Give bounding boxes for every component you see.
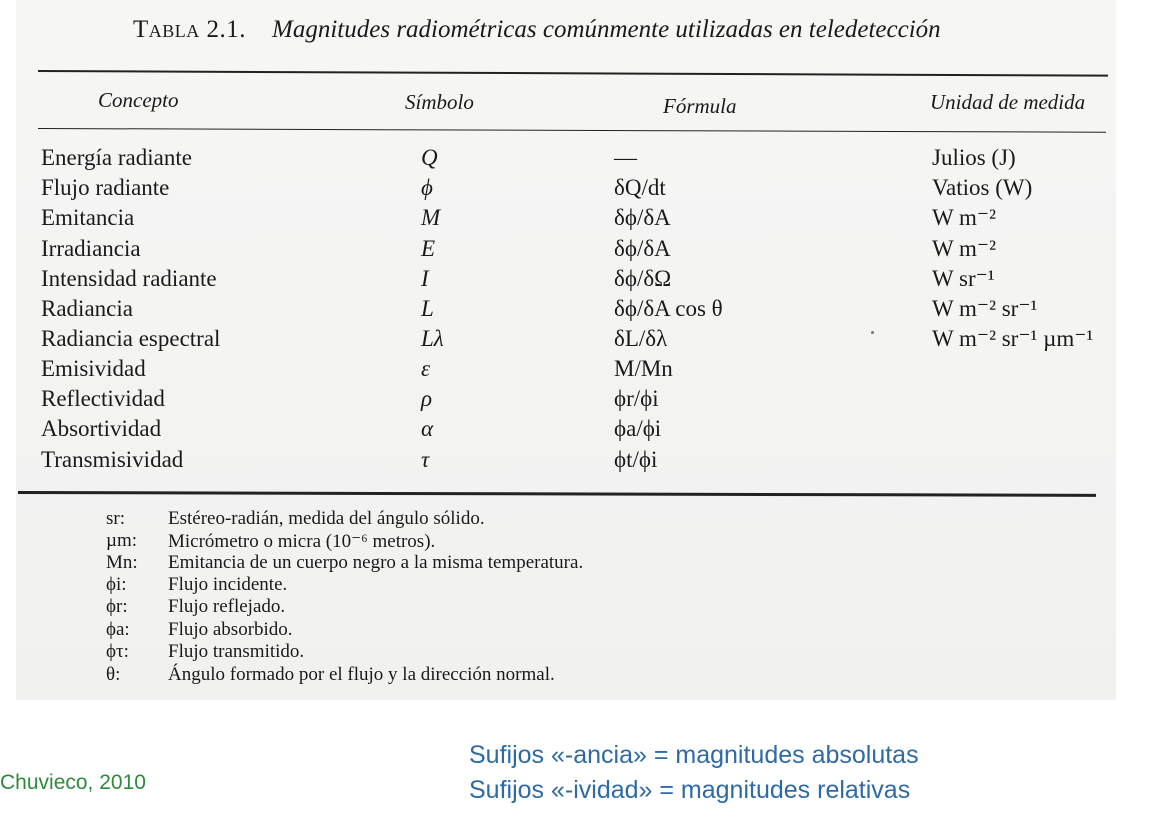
footnote-text: Flujo transmitido. <box>168 641 305 662</box>
cell-formula: M/Mn <box>614 356 673 381</box>
cell-symbol: E <box>421 236 436 261</box>
footnote: µm: Micrómetro o micra (10⁻⁶ metros). <box>0 530 1152 552</box>
footnote-symbol: ϕr: <box>106 596 128 617</box>
footnote-symbol: sr: <box>106 508 125 529</box>
cell-concept: Emitancia <box>41 205 135 230</box>
footnote-text: Micrómetro o micra (10⁻⁶ metros). <box>168 531 436 552</box>
cell-concept: Absortividad <box>41 416 162 441</box>
cell-formula: ϕt/ϕi <box>614 447 658 472</box>
table-row: Reflectividad ρ ϕr/ϕi <box>0 386 1152 416</box>
cell-concept: Irradiancia <box>41 236 141 261</box>
suffix-note-relative: Sufijos «-ividad» = magnitudes relativas <box>469 776 911 804</box>
cell-unit: W m⁻² <box>932 205 996 230</box>
header-unit: Unidad de medida <box>930 90 1086 114</box>
footnote-symbol: ϕi: <box>106 574 127 595</box>
footnote-symbol: θ: <box>106 664 121 685</box>
cell-symbol: Lλ <box>421 326 444 351</box>
cell-symbol: L <box>421 296 434 321</box>
cell-formula: — <box>614 145 637 170</box>
footnote: θ: Ángulo formado por el flujo y la direc… <box>0 664 1152 686</box>
cell-formula: δL/δλ <box>614 326 668 351</box>
footnote-text: Estéreo-radián, medida del ángulo sólido… <box>168 508 485 529</box>
cell-unit: W m⁻² sr⁻¹ µm⁻¹ <box>932 326 1094 351</box>
cell-formula: ϕr/ϕi <box>614 386 659 411</box>
cell-unit: W m⁻² sr⁻¹ <box>932 296 1038 321</box>
cell-formula: δQ/dt <box>614 175 666 200</box>
footnote-symbol: ϕτ: <box>106 641 129 662</box>
table-caption: Tabla 2.1. Magnitudes radiométricas común… <box>133 16 941 44</box>
table-row: Radiancia espectral Lλ δL/δλ W m⁻² sr⁻¹ µm⁻… <box>0 326 1152 356</box>
footnote: ϕa: Flujo absorbido. <box>0 619 1152 641</box>
table-title: Magnitudes radiométricas comúnmente util… <box>272 16 941 43</box>
cell-symbol: ε <box>421 356 431 381</box>
footnote-text: Flujo reflejado. <box>168 596 286 617</box>
cell-symbol: I <box>421 266 429 291</box>
source-credit: Chuvieco, 2010 <box>0 771 146 794</box>
table-row: Energía radiante Q — Julios (J) <box>0 145 1152 175</box>
cell-concept: Reflectividad <box>41 386 165 411</box>
header-formula: Fórmula <box>663 94 737 118</box>
cell-formula: δϕ/δA <box>614 236 671 261</box>
footnote-text: Flujo incidente. <box>168 574 288 595</box>
cell-symbol: τ <box>421 447 430 472</box>
header-symbol: Símbolo <box>405 90 474 114</box>
footnote: ϕτ: Flujo transmitido. <box>0 641 1152 663</box>
cell-concept: Energía radiante <box>41 145 192 170</box>
footnote: sr: Estéreo-radián, medida del ángulo sól… <box>0 508 1152 530</box>
cell-concept: Radiancia espectral <box>41 326 221 351</box>
scan-speck <box>871 331 874 334</box>
table-row: Transmisividad τ ϕt/ϕi <box>0 447 1152 477</box>
cell-formula: ϕa/ϕi <box>614 416 662 441</box>
table-row: Absortividad α ϕa/ϕi <box>0 416 1152 446</box>
footnote: ϕr: Flujo reflejado. <box>0 596 1152 618</box>
cell-symbol: Q <box>421 145 438 170</box>
cell-unit: W sr⁻¹ <box>932 266 995 291</box>
cell-unit: W m⁻² <box>932 236 996 261</box>
cell-symbol: M <box>421 205 441 230</box>
footnote-text: Flujo absorbido. <box>168 619 293 640</box>
footnote-text: Ángulo formado por el flujo y la direcci… <box>168 664 555 685</box>
footnote-text: Emitancia de un cuerpo negro a la misma … <box>168 552 584 573</box>
cell-symbol: α <box>421 416 434 441</box>
cell-concept: Flujo radiante <box>41 175 170 200</box>
footnote-symbol: µm: <box>106 530 138 551</box>
cell-concept: Transmisividad <box>41 447 184 472</box>
cell-unit: Vatios (W) <box>932 175 1033 200</box>
cell-formula: δϕ/δΩ <box>614 266 672 291</box>
cell-unit: Julios (J) <box>932 145 1016 170</box>
cell-concept: Emisividad <box>41 356 146 381</box>
table-row: Flujo radiante ϕ δQ/dt Vatios (W) <box>0 175 1152 205</box>
cell-concept: Intensidad radiante <box>41 266 217 291</box>
footnote-symbol: ϕa: <box>106 619 130 640</box>
cell-symbol: ϕ <box>421 175 433 200</box>
cell-formula: δϕ/δA cos θ <box>614 296 723 321</box>
footnote-symbol: Mn: <box>106 552 138 573</box>
footnote: Mn: Emitancia de un cuerpo negro a la mis… <box>0 552 1152 574</box>
header-concept: Concepto <box>98 88 179 112</box>
scanned-table-image <box>16 0 1116 700</box>
cell-concept: Radiancia <box>41 296 133 321</box>
cell-formula: δϕ/δA <box>614 205 671 230</box>
table-row: Emisividad ε M/Mn <box>0 356 1152 386</box>
cell-symbol: ρ <box>421 386 433 411</box>
footnote: ϕi: Flujo incidente. <box>0 574 1152 596</box>
suffix-note-absolute: Sufijos «-ancia» = magnitudes absolutas <box>469 741 919 769</box>
table-label: Tabla 2.1. <box>133 16 247 43</box>
